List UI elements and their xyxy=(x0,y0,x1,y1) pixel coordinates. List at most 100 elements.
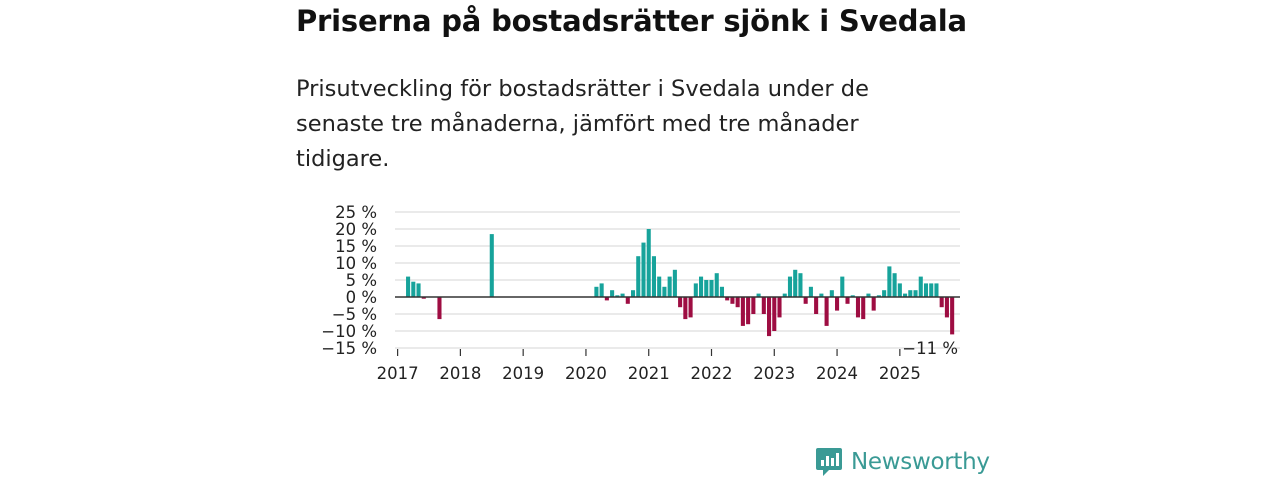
x-tick-label: 2019 xyxy=(502,364,544,383)
x-tick-label: 2022 xyxy=(691,364,733,383)
bar xyxy=(840,276,845,297)
bar xyxy=(620,293,625,297)
bar xyxy=(793,269,798,297)
bar xyxy=(944,297,949,318)
annotations: −11 % xyxy=(902,339,958,358)
bar xyxy=(709,280,714,297)
y-tick-label: 0 % xyxy=(346,288,377,307)
bar xyxy=(892,273,897,297)
bar xyxy=(610,290,615,297)
x-tick-label: 2021 xyxy=(628,364,670,383)
bar xyxy=(782,293,787,297)
bar xyxy=(929,283,934,297)
bar xyxy=(406,276,411,297)
x-tick-label: 2023 xyxy=(753,364,795,383)
bar xyxy=(657,276,662,297)
bar xyxy=(814,297,819,314)
bar xyxy=(829,290,834,297)
bar xyxy=(672,269,677,297)
brand-logo: Newsworthy xyxy=(815,446,990,478)
bar xyxy=(819,293,824,297)
y-tick-label: −15 % xyxy=(321,339,377,358)
bar xyxy=(599,283,604,297)
bar xyxy=(751,297,756,314)
bar xyxy=(756,293,761,297)
bar xyxy=(845,297,850,304)
bar xyxy=(735,297,740,308)
bar xyxy=(913,290,918,297)
brand-name: Newsworthy xyxy=(851,449,990,475)
bar xyxy=(719,286,725,297)
bar xyxy=(772,297,777,331)
bar xyxy=(699,276,704,297)
bar xyxy=(918,276,923,297)
bar xyxy=(604,297,609,301)
bar xyxy=(897,283,902,297)
bar xyxy=(903,293,908,297)
bar xyxy=(688,297,693,318)
bar xyxy=(777,297,782,318)
bar xyxy=(683,297,688,320)
bar xyxy=(421,297,426,299)
gridlines xyxy=(395,211,960,349)
last-value-label: −11 % xyxy=(902,339,958,358)
newsworthy-logo-icon xyxy=(816,448,842,476)
bar xyxy=(850,295,855,297)
x-axis: 2017 2018 2019 2020 2021 2022 2023 2024 2025 xyxy=(377,349,921,383)
x-tick-label: 2018 xyxy=(439,364,481,383)
bar xyxy=(594,286,599,297)
bar xyxy=(725,297,730,301)
bars xyxy=(406,229,955,337)
bar xyxy=(787,276,793,297)
x-tick-label: 2020 xyxy=(565,364,607,383)
bar xyxy=(667,276,672,297)
bar xyxy=(714,273,719,297)
bar xyxy=(730,297,735,304)
y-tick-label: 10 % xyxy=(335,254,377,273)
y-tick-label: 15 % xyxy=(335,237,377,256)
bar xyxy=(876,295,881,297)
bar xyxy=(887,266,892,297)
bar xyxy=(704,280,709,297)
bar xyxy=(923,283,929,297)
bar xyxy=(636,256,641,297)
bar xyxy=(798,273,803,297)
x-tick-label: 2017 xyxy=(377,364,419,383)
bar xyxy=(855,297,861,318)
bar-chart: 25 %20 %15 %10 %5 %0 %−5 %−10 %−15 % 201… xyxy=(321,203,960,383)
bar xyxy=(934,283,939,297)
bar xyxy=(489,234,494,297)
x-tick-label: 2024 xyxy=(816,364,858,383)
bar xyxy=(767,297,772,337)
bar xyxy=(641,242,646,297)
y-tick-label: −5 % xyxy=(332,305,377,324)
bar xyxy=(950,297,955,335)
bar xyxy=(835,297,840,311)
bar xyxy=(939,297,944,308)
y-tick-label: −10 % xyxy=(321,322,377,341)
bar xyxy=(651,256,656,297)
chart-title: Priserna på bostadsrätter sjönk i Svedal… xyxy=(296,4,967,38)
y-tick-label: 25 % xyxy=(335,203,377,222)
bar xyxy=(761,297,766,314)
bar xyxy=(908,290,913,297)
bar xyxy=(416,283,421,297)
bar xyxy=(861,297,866,320)
bar xyxy=(866,293,871,297)
bar xyxy=(882,290,887,297)
y-tick-label: 5 % xyxy=(346,271,377,290)
bar xyxy=(662,286,667,297)
bar xyxy=(808,286,813,297)
x-tick-label: 2025 xyxy=(879,364,921,383)
bar xyxy=(646,229,651,297)
bar xyxy=(740,297,745,326)
bar xyxy=(625,297,630,304)
chart-subtitle: Prisutveckling för bostadsrätter i Sveda… xyxy=(296,76,869,172)
bar xyxy=(411,281,416,297)
bar xyxy=(693,283,698,297)
y-axis-labels: 25 %20 %15 %10 %5 %0 %−5 %−10 %−15 % xyxy=(321,203,377,358)
bar xyxy=(746,297,751,325)
bar xyxy=(630,290,636,297)
bar xyxy=(678,297,683,308)
bar xyxy=(871,297,876,311)
